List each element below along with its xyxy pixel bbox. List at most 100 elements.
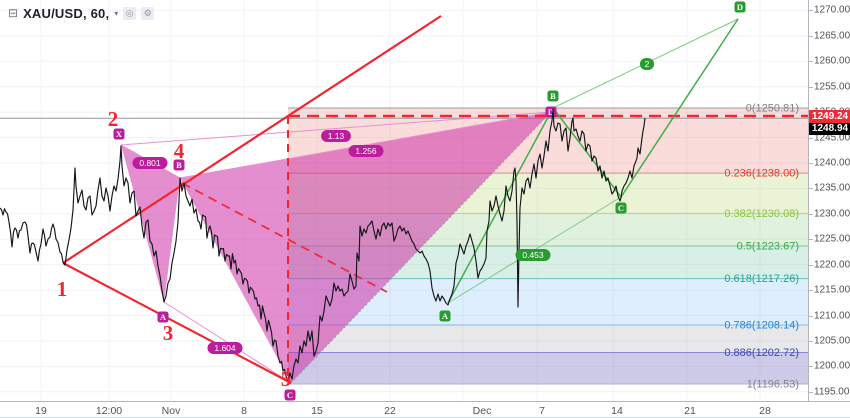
pattern-point-label[interactable]: A: [439, 310, 451, 322]
ratio-label: 1.604: [207, 342, 243, 354]
price-tick-mark: [809, 35, 813, 37]
svg-text:1.604: 1.604: [214, 343, 236, 353]
ratio-label: 0.801: [132, 157, 168, 169]
price-tick-mark: [809, 366, 813, 368]
chart-area[interactable]: X A B C D 0.801 1.13 1.256 1.604 A B C D 0.453 2 1 2 3 4 5 0…: [0, 0, 808, 401]
price-tick-label: 1245.00: [814, 132, 850, 144]
pattern-point-label[interactable]: B: [173, 159, 185, 171]
current-price-tag: 1249.24: [809, 109, 850, 123]
price-tick-label: 1200.00: [814, 360, 850, 372]
price-tick-label: 1210.00: [814, 310, 850, 322]
svg-text:C: C: [618, 203, 624, 213]
pattern-connector-line: [120, 111, 552, 146]
pattern-point-label[interactable]: D: [545, 106, 557, 118]
price-tick-mark: [809, 290, 813, 292]
harmonic-pattern-fill: [121, 145, 180, 302]
fib-level-label: 0(1250.81): [746, 103, 799, 115]
time-tick-label: 8: [241, 405, 247, 417]
fib-band: [288, 352, 808, 385]
svg-text:D: D: [737, 2, 743, 12]
ratio-label: 1.256: [348, 145, 384, 157]
price-tick-mark: [809, 340, 813, 342]
price-tick-mark: [809, 162, 813, 164]
chart-legend: ⊟ XAU/USD, 60, ▾ ◎ ⚙: [8, 5, 155, 21]
abcd-pattern-line[interactable]: [620, 18, 739, 198]
svg-text:X: X: [116, 129, 123, 139]
ratio-label: 0.453: [515, 249, 551, 261]
abcd-pattern-line[interactable]: [447, 107, 554, 304]
price-tick-label: 1220.00: [814, 259, 850, 271]
dropdown-caret-icon[interactable]: ▾: [114, 8, 119, 18]
price-tick-mark: [809, 137, 813, 139]
time-tick-label: 21: [684, 405, 696, 417]
price-line: [0, 108, 646, 382]
pattern-point-label[interactable]: D: [734, 1, 746, 13]
time-tick-label: Dec: [472, 405, 492, 417]
svg-text:0.453: 0.453: [522, 250, 544, 260]
time-tick-label: 7: [539, 405, 545, 417]
price-tick-mark: [809, 61, 813, 63]
price-tick-label: 1230.00: [814, 208, 850, 220]
svg-text:D: D: [548, 107, 554, 117]
time-tick-label: 15: [311, 405, 323, 417]
harmonic-pattern-fill: [180, 112, 551, 383]
pattern-point-label[interactable]: C: [284, 389, 296, 401]
fib-level-label: 0.236(1238.00): [724, 168, 799, 180]
price-tick-label: 1205.00: [814, 335, 850, 347]
trend-line[interactable]: [62, 262, 292, 384]
price-tick-label: 1260.00: [814, 55, 850, 67]
symbol-title[interactable]: XAU/USD, 60,: [23, 5, 110, 21]
pattern-point-label[interactable]: X: [113, 128, 125, 140]
price-tick-mark: [809, 188, 813, 190]
time-tick-label: 12:00: [95, 405, 123, 417]
price-tick-mark: [809, 239, 813, 241]
chart-canvas: X A B C D 0.801 1.13 1.256 1.604 A B C D 0.453 2 1 2 3 4 5 0…: [0, 0, 808, 401]
time-tick-label: 19: [35, 405, 47, 417]
time-axis[interactable]: 19 12:00 Nov 8 15 22 Dec 7 14 21 28: [0, 401, 850, 418]
source-toggle-icon[interactable]: ◎: [123, 6, 137, 20]
svg-text:1.13: 1.13: [328, 131, 345, 141]
price-tick-mark: [809, 86, 813, 88]
price-tick-mark: [809, 391, 813, 393]
price-tick-label: 1255.00: [814, 81, 850, 93]
fib-band: [288, 324, 808, 353]
abcd-pattern-line[interactable]: [552, 107, 622, 198]
time-tick-label: 28: [759, 405, 771, 417]
price-tick-mark: [809, 10, 813, 12]
dashed-trend-line[interactable]: [181, 182, 388, 293]
ratio-label: 2: [639, 58, 655, 70]
svg-text:A: A: [442, 311, 449, 321]
wave-number-label[interactable]: 4: [174, 139, 185, 163]
fib-level-label: 0.886(1202.72): [724, 347, 799, 359]
price-tick-mark: [809, 264, 813, 266]
time-tick-label: 14: [611, 405, 623, 417]
wave-number-label[interactable]: 2: [108, 107, 119, 131]
price-tick-label: 1195.00: [814, 386, 850, 398]
wave-number-label[interactable]: 5: [281, 367, 292, 391]
fib-level-label: 0.786(1208.14): [724, 319, 799, 331]
pattern-point-label[interactable]: A: [157, 311, 169, 323]
wave-number-label[interactable]: 1: [57, 277, 68, 301]
svg-text:B: B: [176, 160, 182, 170]
svg-text:C: C: [287, 390, 293, 400]
svg-text:2: 2: [645, 59, 650, 69]
price-axis[interactable]: 1195.00 1200.00 1205.00 1210.00 1215.00 1220.…: [808, 0, 850, 401]
pattern-point-label[interactable]: C: [615, 202, 627, 214]
svg-text:B: B: [550, 91, 556, 101]
pattern-point-label[interactable]: B: [547, 90, 559, 102]
price-tick-label: 1225.00: [814, 233, 850, 245]
price-tick-label: 1270.00: [814, 4, 850, 16]
ratio-label: 1.13: [321, 130, 351, 142]
svg-text:A: A: [160, 312, 167, 322]
fib-level-label: 0.618(1217.26): [724, 273, 799, 285]
wave-number-label[interactable]: 3: [163, 321, 174, 345]
collapse-icon[interactable]: ⊟: [8, 6, 19, 20]
price-tick-label: 1235.00: [814, 182, 850, 194]
settings-icon[interactable]: ⚙: [141, 6, 155, 20]
price-tick-label: 1240.00: [814, 157, 850, 169]
price-tick-mark: [809, 315, 813, 317]
trend-line[interactable]: [62, 15, 442, 264]
svg-text:0.801: 0.801: [139, 158, 161, 168]
price-tick-mark: [809, 213, 813, 215]
